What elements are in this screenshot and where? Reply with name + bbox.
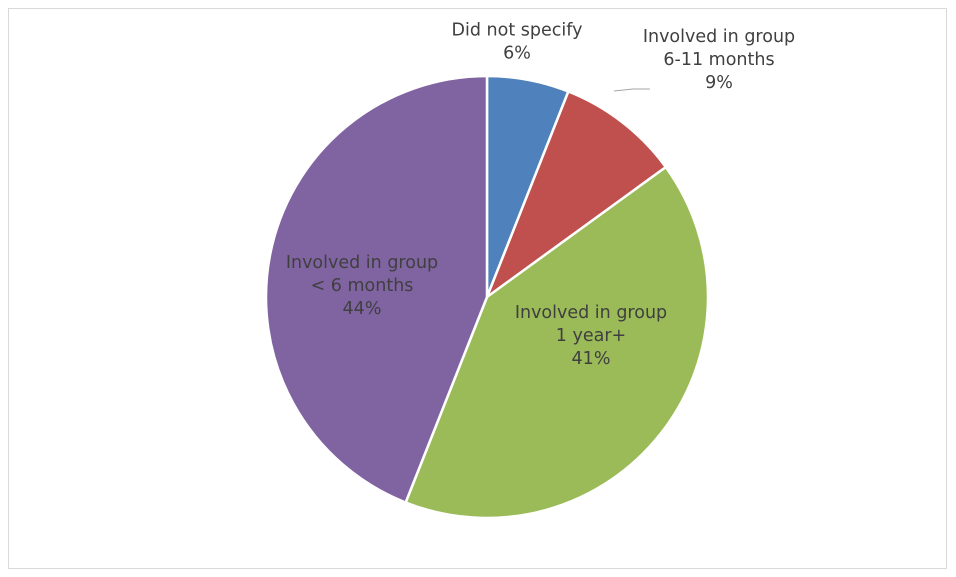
data-label-text: 6-11 months xyxy=(663,50,774,70)
data-label-percent: 41% xyxy=(572,349,611,369)
data-label-percent: 6% xyxy=(503,44,531,64)
data-label-text: 1 year+ xyxy=(556,326,626,346)
data-label-text: Did not specify xyxy=(452,21,583,41)
data-label-text: < 6 months xyxy=(311,276,414,296)
leader-line xyxy=(613,88,650,92)
data-label-2: Involved in group 6-11 months 9% xyxy=(643,27,795,93)
data-label-3: Involved in group 1 year+ 41% xyxy=(515,303,667,369)
data-label-4: Involved in group < 6 months 44% xyxy=(286,253,438,319)
pie-slice-4 xyxy=(264,74,489,504)
data-label-text: Involved in group xyxy=(286,253,438,273)
pie-slice-2 xyxy=(485,90,668,299)
data-label-text: Involved in group xyxy=(643,27,795,47)
data-label-text: Involved in group xyxy=(515,303,667,323)
pie-slice-3 xyxy=(404,165,710,520)
data-label-percent: 9% xyxy=(705,73,733,93)
data-label-percent: 44% xyxy=(343,299,382,319)
data-label-1: Did not specify 6% xyxy=(452,21,583,64)
